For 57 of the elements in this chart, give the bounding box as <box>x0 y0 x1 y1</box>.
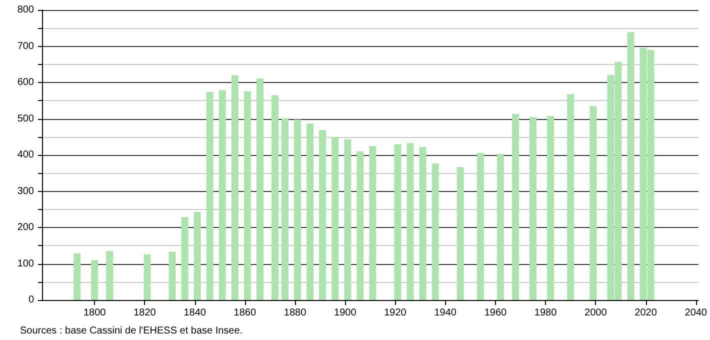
bar <box>627 32 634 300</box>
bar <box>547 116 554 300</box>
bar <box>496 154 504 300</box>
bar <box>476 152 484 300</box>
x-tick-label: 2000 <box>584 308 608 318</box>
x-tick-label: 1920 <box>384 308 407 318</box>
x-tick-label: 1860 <box>234 308 256 318</box>
bar <box>319 130 326 300</box>
bar <box>168 252 176 300</box>
y-tick-label: 300 <box>17 186 34 197</box>
bar <box>144 254 151 300</box>
bar <box>282 118 289 300</box>
bar <box>419 147 426 300</box>
bar <box>432 163 439 300</box>
bar <box>512 114 519 300</box>
x-tick-label: 2020 <box>634 308 658 318</box>
bar <box>294 119 302 300</box>
bar <box>271 95 278 300</box>
source-note: Sources : base Cassini de l'EHESS et base Insee. <box>20 326 243 336</box>
x-tick-label: 2040 <box>684 308 708 318</box>
bar <box>530 116 537 300</box>
bar <box>206 92 214 300</box>
y-tick-label: 400 <box>17 150 34 160</box>
bar <box>332 137 339 300</box>
bar <box>369 146 376 300</box>
bar <box>344 139 352 300</box>
bar <box>356 151 364 300</box>
y-tick-label: 800 <box>17 4 34 16</box>
bar <box>306 123 314 300</box>
bar <box>194 212 201 300</box>
bar <box>181 216 188 300</box>
y-tick-label: 500 <box>17 113 34 124</box>
bar <box>218 90 226 300</box>
y-tick-label: 600 <box>17 77 34 88</box>
bar <box>231 75 238 300</box>
bar <box>394 144 402 300</box>
bar <box>456 166 464 300</box>
y-tick-label: 200 <box>17 222 34 233</box>
y-tick-label: 0 <box>28 294 34 306</box>
x-tick-label: 1880 <box>284 308 307 318</box>
bar <box>91 260 98 300</box>
x-tick-label: 1840 <box>184 308 206 318</box>
x-tick-label: 1980 <box>534 308 558 318</box>
bar <box>244 91 251 300</box>
bar <box>567 94 574 300</box>
x-tick-label: 1940 <box>434 308 457 318</box>
bar <box>256 78 264 300</box>
x-tick-label: 1800 <box>83 308 106 318</box>
y-tick-label: 100 <box>17 258 34 270</box>
bar <box>590 106 597 300</box>
x-tick-label: 1820 <box>134 308 156 318</box>
bar <box>406 143 414 300</box>
bar <box>106 251 114 300</box>
bar <box>74 253 81 300</box>
y-tick-label: 700 <box>17 40 34 52</box>
x-tick-label: 1960 <box>484 308 508 318</box>
x-tick-label: 1900 <box>334 308 357 318</box>
